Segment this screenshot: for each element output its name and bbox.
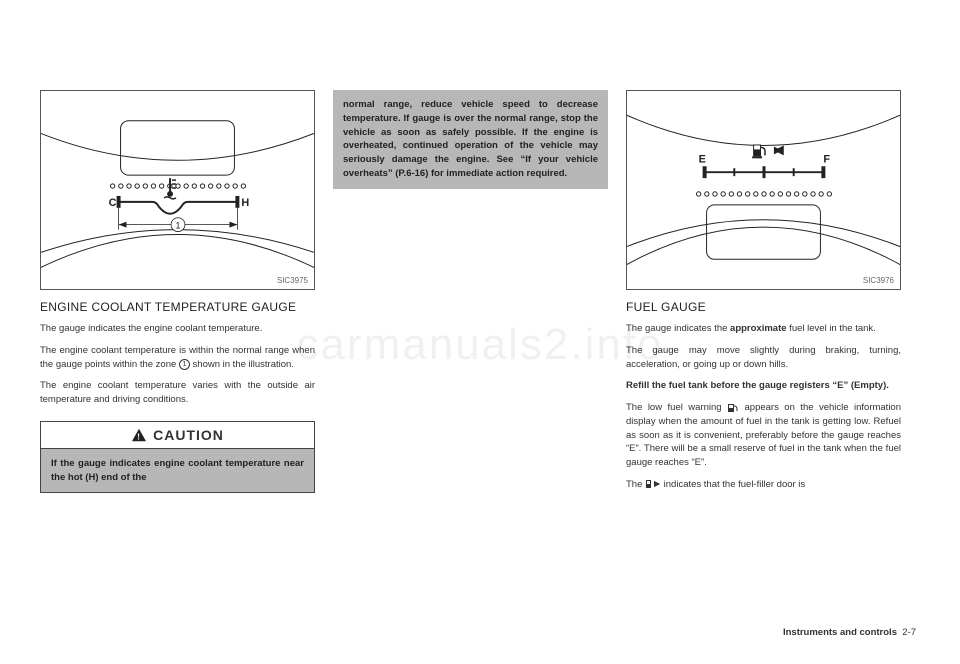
svg-text:!: ! [137, 431, 141, 441]
fuel-pump-icon [727, 403, 739, 413]
coolant-p2: The engine coolant temperature is within… [40, 344, 315, 372]
fuel-p5: The indicates that the fuel-filler door … [626, 478, 901, 492]
column-3: E F SIC3976 FUEL GAUGE The gauge indicat… [626, 90, 901, 500]
page-footer: Instruments and controls 2-7 [783, 627, 916, 638]
caution-label: CAUTION [153, 427, 224, 443]
svg-text:C: C [109, 197, 117, 209]
column-2: normal range, reduce vehicle speed to de… [333, 90, 608, 500]
svg-text:1: 1 [176, 221, 181, 231]
svg-text:F: F [823, 153, 830, 165]
svg-text:E: E [699, 153, 706, 165]
coolant-p1: The gauge indicates the engine coolant t… [40, 322, 315, 336]
gray-warning-box: normal range, reduce vehicle speed to de… [333, 90, 608, 189]
section-title-fuel: FUEL GAUGE [626, 300, 901, 314]
warning-icon: ! [131, 428, 147, 442]
ref-circle-1: 1 [179, 359, 190, 370]
footer-page: 2-7 [902, 627, 916, 638]
fuel-arrow-icon [645, 479, 661, 489]
fuel-p2: The gauge may move slightly during braki… [626, 344, 901, 372]
section-title-coolant: ENGINE COOLANT TEMPERATURE GAUGE [40, 300, 315, 314]
fuel-p1: The gauge indicates the approximate fuel… [626, 322, 901, 336]
figure-coolant-gauge: C H 1 SIC3975 [40, 90, 315, 290]
coolant-p3: The engine coolant temperature varies wi… [40, 379, 315, 407]
caution-box: ! CAUTION If the gauge indicates engine … [40, 421, 315, 494]
fuel-p3: Refill the fuel tank before the gauge re… [626, 379, 901, 393]
svg-text:H: H [241, 197, 249, 209]
page-content: C H 1 SIC3975 ENGINE COOLANT TEMPERATURE… [0, 0, 960, 530]
footer-section: Instruments and controls [783, 627, 897, 638]
figure-label: SIC3976 [863, 276, 894, 285]
figure-fuel-gauge: E F SIC3976 [626, 90, 901, 290]
fuel-gauge-svg: E F [627, 91, 900, 289]
caution-body: If the gauge indicates engine coolant te… [41, 449, 314, 493]
column-1: C H 1 SIC3975 ENGINE COOLANT TEMPERATURE… [40, 90, 315, 500]
caution-header: ! CAUTION [41, 422, 314, 449]
figure-label: SIC3975 [277, 276, 308, 285]
coolant-gauge-svg: C H 1 [41, 91, 314, 289]
fuel-p4: The low fuel warning appears on the vehi… [626, 401, 901, 470]
